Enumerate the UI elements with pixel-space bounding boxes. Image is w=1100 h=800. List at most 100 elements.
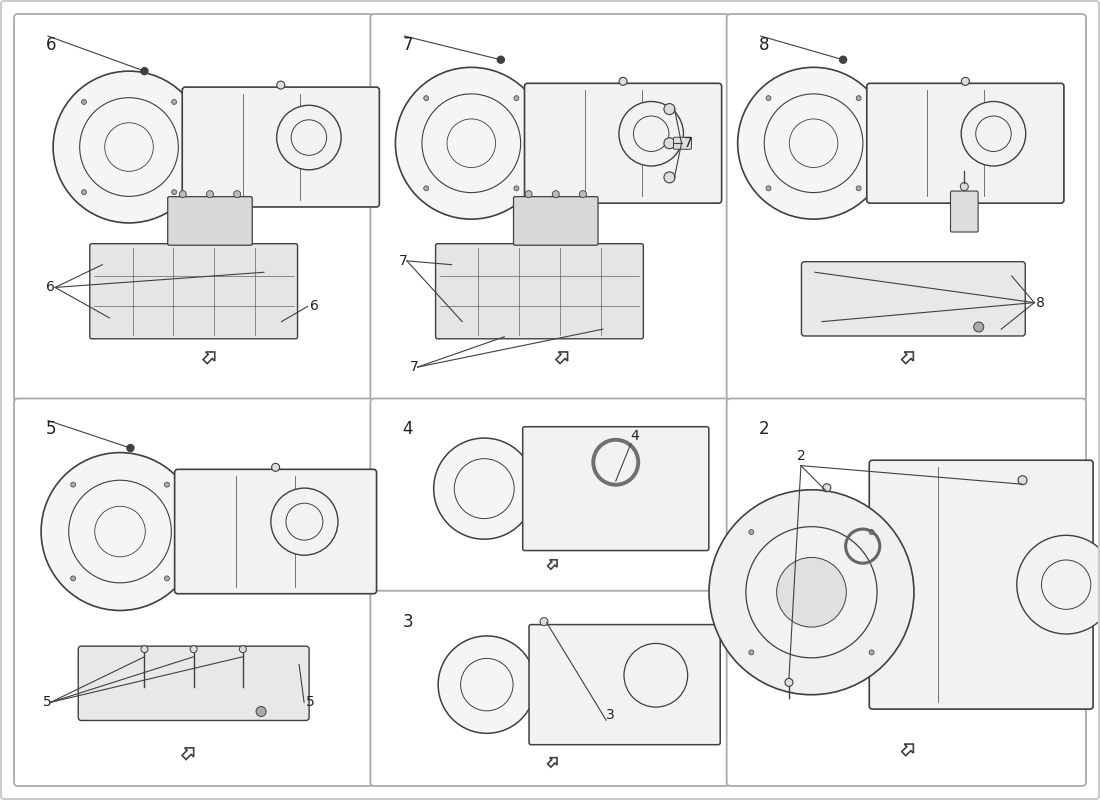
FancyBboxPatch shape [167, 197, 252, 245]
Circle shape [395, 67, 547, 219]
Circle shape [749, 650, 754, 655]
Text: 8: 8 [1036, 296, 1045, 310]
Text: 2: 2 [759, 421, 769, 438]
FancyBboxPatch shape [522, 426, 708, 550]
Polygon shape [902, 352, 913, 364]
Text: 8: 8 [759, 36, 769, 54]
FancyBboxPatch shape [436, 244, 644, 338]
FancyBboxPatch shape [371, 590, 729, 786]
Circle shape [240, 646, 246, 653]
FancyBboxPatch shape [867, 83, 1064, 203]
Text: 4: 4 [403, 421, 412, 438]
Circle shape [164, 576, 169, 581]
Circle shape [141, 646, 149, 653]
Polygon shape [182, 748, 194, 759]
Circle shape [1016, 535, 1100, 634]
Text: 2: 2 [796, 449, 805, 462]
FancyBboxPatch shape [371, 14, 729, 402]
Text: 7: 7 [403, 36, 412, 54]
Circle shape [172, 99, 177, 105]
Circle shape [272, 463, 279, 471]
Circle shape [438, 636, 536, 734]
Circle shape [141, 68, 149, 74]
FancyBboxPatch shape [869, 460, 1093, 709]
Circle shape [497, 56, 504, 63]
Circle shape [785, 678, 793, 686]
Circle shape [276, 106, 341, 170]
FancyBboxPatch shape [727, 398, 1086, 786]
Text: 4: 4 [630, 430, 639, 443]
Circle shape [624, 643, 688, 707]
FancyBboxPatch shape [514, 197, 598, 245]
Polygon shape [548, 758, 557, 767]
FancyBboxPatch shape [14, 14, 373, 402]
Circle shape [746, 526, 877, 658]
Text: 5: 5 [46, 421, 56, 438]
Circle shape [256, 706, 266, 717]
FancyBboxPatch shape [727, 14, 1086, 402]
Circle shape [664, 103, 675, 114]
Circle shape [424, 96, 429, 101]
Circle shape [207, 190, 213, 198]
Circle shape [271, 488, 338, 555]
Circle shape [766, 96, 771, 101]
Polygon shape [204, 352, 214, 364]
Circle shape [856, 186, 861, 191]
Circle shape [738, 67, 890, 219]
Text: 6: 6 [309, 299, 319, 314]
Circle shape [81, 190, 87, 194]
Circle shape [749, 530, 754, 534]
Circle shape [126, 445, 134, 451]
FancyBboxPatch shape [950, 191, 978, 232]
FancyBboxPatch shape [802, 262, 1025, 336]
Polygon shape [556, 352, 568, 364]
Circle shape [974, 322, 983, 332]
Circle shape [525, 190, 532, 198]
Circle shape [961, 102, 1025, 166]
Text: 7: 7 [683, 136, 692, 150]
FancyBboxPatch shape [529, 625, 720, 745]
Circle shape [960, 182, 968, 190]
FancyBboxPatch shape [525, 83, 722, 203]
Circle shape [81, 99, 87, 105]
Circle shape [540, 618, 548, 626]
Circle shape [869, 530, 874, 534]
FancyBboxPatch shape [371, 398, 729, 594]
Text: a passion
for parts: a passion for parts [358, 298, 723, 562]
Polygon shape [548, 560, 557, 570]
Circle shape [190, 646, 197, 653]
Circle shape [869, 650, 874, 655]
FancyBboxPatch shape [183, 87, 380, 207]
Circle shape [233, 190, 241, 198]
Text: 3: 3 [606, 707, 615, 722]
Circle shape [424, 186, 429, 191]
Text: 7: 7 [399, 254, 408, 268]
Circle shape [856, 96, 861, 101]
Circle shape [277, 81, 285, 89]
Circle shape [839, 56, 847, 63]
Circle shape [664, 172, 675, 183]
Circle shape [619, 78, 627, 86]
Circle shape [766, 186, 771, 191]
Text: 5: 5 [43, 695, 52, 710]
Circle shape [70, 482, 76, 487]
FancyBboxPatch shape [78, 646, 309, 721]
Circle shape [164, 482, 169, 487]
Text: 6: 6 [46, 36, 56, 54]
Circle shape [41, 453, 199, 610]
FancyBboxPatch shape [673, 138, 692, 150]
Circle shape [710, 490, 914, 694]
Text: 6: 6 [46, 281, 55, 294]
Circle shape [664, 138, 675, 149]
FancyBboxPatch shape [175, 470, 376, 594]
Text: 7: 7 [409, 360, 418, 374]
Circle shape [514, 186, 519, 191]
Text: since 2005: since 2005 [871, 651, 968, 709]
Polygon shape [902, 744, 913, 756]
Text: 3: 3 [403, 613, 412, 630]
Circle shape [619, 102, 683, 166]
Text: 5: 5 [306, 695, 315, 710]
Circle shape [179, 190, 186, 198]
Circle shape [53, 71, 205, 223]
FancyBboxPatch shape [90, 244, 298, 338]
